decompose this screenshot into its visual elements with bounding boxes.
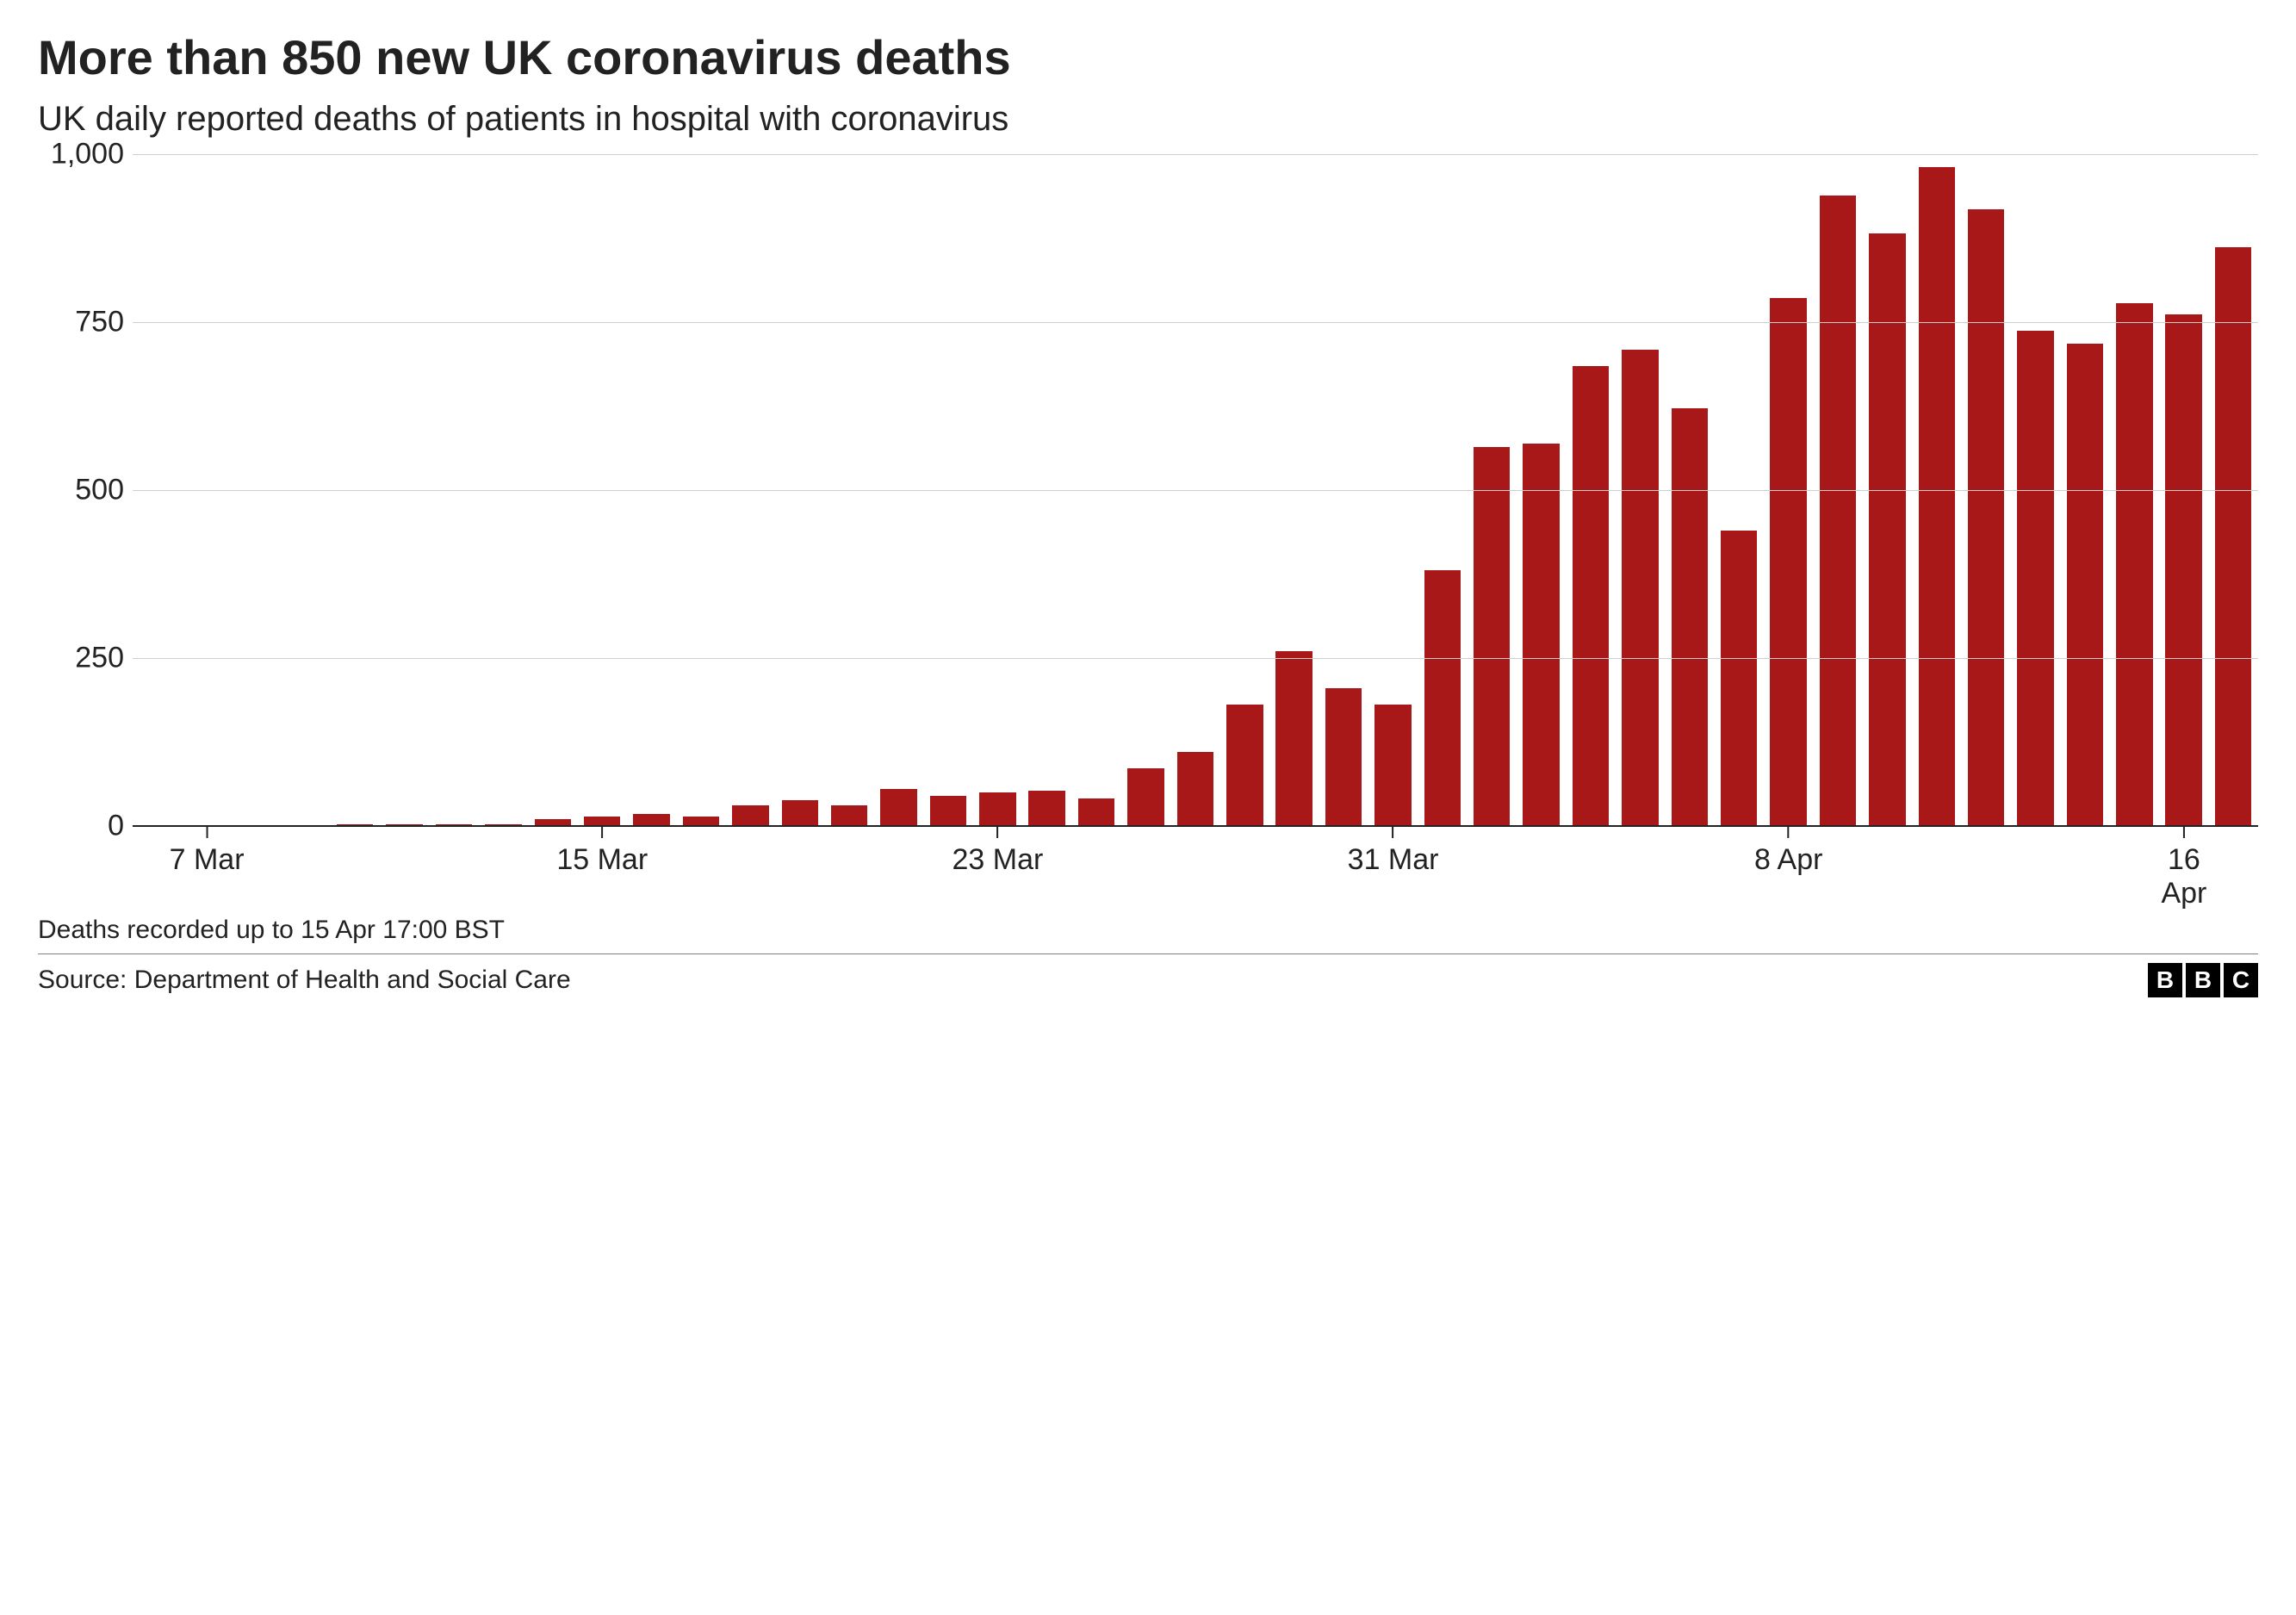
plot-area	[133, 154, 2258, 826]
bar	[930, 796, 966, 826]
bar	[2215, 247, 2251, 826]
bar	[1226, 705, 1263, 825]
x-tick-mark	[2183, 826, 2185, 838]
bar	[1474, 447, 1510, 825]
bbc-logo-box: B	[2148, 963, 2182, 997]
bbc-logo-box: C	[2224, 963, 2258, 997]
gridline	[133, 322, 2258, 323]
bar	[2067, 344, 2103, 825]
bar	[2116, 303, 2152, 826]
gridline	[133, 154, 2258, 155]
y-axis: 02505007501,000	[38, 154, 133, 826]
bar	[782, 800, 818, 826]
bar	[1523, 444, 1559, 826]
x-tick: 31 Mar	[1348, 826, 1439, 877]
bar	[1127, 768, 1164, 825]
bar	[1622, 350, 1658, 825]
x-tick-label: 7 Mar	[170, 843, 245, 876]
x-tick-label: 31 Mar	[1348, 843, 1439, 876]
gridline	[133, 490, 2258, 491]
x-tick: 15 Mar	[556, 826, 648, 877]
x-tick-mark	[601, 826, 603, 838]
x-tick: 23 Mar	[952, 826, 1043, 877]
x-tick-mark	[1788, 826, 1790, 838]
x-tick-mark	[1393, 826, 1394, 838]
plot-row: 02505007501,000	[38, 154, 2258, 826]
bar	[880, 789, 916, 825]
bar	[1275, 651, 1312, 826]
bbc-logo-box: B	[2186, 963, 2220, 997]
chart-footer: Source: Department of Health and Social …	[38, 953, 2258, 997]
bar	[2165, 314, 2201, 826]
bar	[2017, 331, 2053, 826]
xaxis-row: 7 Mar15 Mar23 Mar31 Mar8 Apr16 Apr	[38, 826, 2258, 904]
y-tick-label: 750	[75, 305, 124, 339]
chart-title: More than 850 new UK coronavirus deaths	[38, 31, 2258, 84]
x-tick-label: 16 Apr	[2161, 843, 2206, 910]
bar	[1820, 196, 1856, 826]
bar	[1770, 298, 1806, 826]
bar	[1721, 531, 1757, 825]
x-tick-mark	[996, 826, 998, 838]
plot-wrap: 02505007501,000 7 Mar15 Mar23 Mar31 Mar8…	[38, 154, 2258, 904]
bar	[732, 805, 768, 825]
x-tick-label: 8 Apr	[1754, 843, 1822, 876]
bar	[1078, 798, 1114, 825]
bar	[1968, 209, 2004, 825]
bar	[1374, 705, 1411, 825]
chart-note: Deaths recorded up to 15 Apr 17:00 BST	[38, 916, 2258, 953]
x-tick-label: 15 Mar	[556, 843, 648, 876]
source-label: Source: Department of Health and Social …	[38, 966, 571, 995]
bar	[1177, 752, 1213, 826]
x-tick: 16 Apr	[2147, 826, 2221, 910]
bar	[1028, 791, 1064, 826]
bar	[1672, 408, 1708, 825]
y-tick-label: 250	[75, 641, 124, 674]
bar	[1919, 167, 1955, 825]
chart-container: More than 850 new UK coronavirus deaths …	[0, 0, 2296, 1016]
x-tick: 7 Mar	[170, 826, 245, 877]
bbc-logo: BBC	[2148, 963, 2258, 997]
x-tick-label: 23 Mar	[952, 843, 1043, 876]
gridline	[133, 658, 2258, 659]
bar	[979, 792, 1015, 826]
bar	[633, 814, 669, 826]
y-tick-label: 1,000	[51, 137, 124, 171]
y-tick-label: 500	[75, 473, 124, 506]
bar	[1573, 366, 1609, 826]
x-axis: 7 Mar15 Mar23 Mar31 Mar8 Apr16 Apr	[133, 826, 2258, 904]
bar	[1424, 570, 1461, 825]
bar	[831, 805, 867, 825]
chart-subtitle: UK daily reported deaths of patients in …	[38, 100, 2258, 139]
bar	[1325, 688, 1362, 826]
x-tick-mark	[206, 826, 208, 838]
x-tick: 8 Apr	[1754, 826, 1822, 877]
y-axis-spacer	[38, 826, 133, 904]
